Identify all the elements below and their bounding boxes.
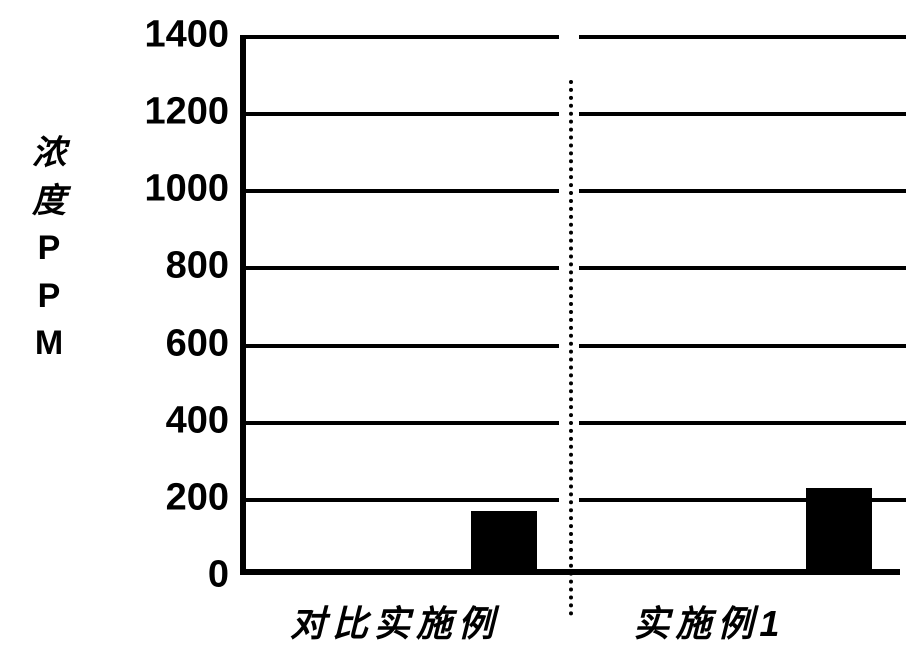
gridline xyxy=(579,35,906,39)
y-tick-label: 0 xyxy=(99,554,229,597)
y-tick-label: 1200 xyxy=(99,91,229,134)
gridline xyxy=(579,344,906,348)
y-axis-label-latin: PPM xyxy=(20,225,80,368)
x-axis-label: 实施例1 xyxy=(633,595,785,647)
gridline xyxy=(246,344,559,348)
plot-area xyxy=(240,35,900,575)
gridline xyxy=(246,112,559,116)
y-tick-label: 400 xyxy=(99,399,229,442)
x-axis-label: 对比实施例 xyxy=(290,595,500,647)
y-tick-label: 1000 xyxy=(99,168,229,211)
bar xyxy=(471,511,537,569)
gridline xyxy=(246,498,559,502)
gridline xyxy=(579,189,906,193)
y-tick-label: 600 xyxy=(99,322,229,365)
gridline xyxy=(579,266,906,270)
y-axis-label-cjk: 浓度 xyxy=(20,130,80,225)
y-tick-label: 1400 xyxy=(99,14,229,57)
bar xyxy=(806,488,872,569)
gridline xyxy=(246,266,559,270)
category-divider xyxy=(569,80,573,616)
gridline xyxy=(246,35,559,39)
gridline xyxy=(579,421,906,425)
gridline xyxy=(579,112,906,116)
y-tick-label: 200 xyxy=(99,476,229,519)
y-axis-label: 浓度 PPM xyxy=(20,130,80,368)
gridline xyxy=(246,421,559,425)
gridline xyxy=(246,189,559,193)
bar-chart: 浓度 PPM 0 200 400 600 800 1000 1200 1400 对比实施例 实施… xyxy=(0,0,909,670)
y-tick-label: 800 xyxy=(99,245,229,288)
